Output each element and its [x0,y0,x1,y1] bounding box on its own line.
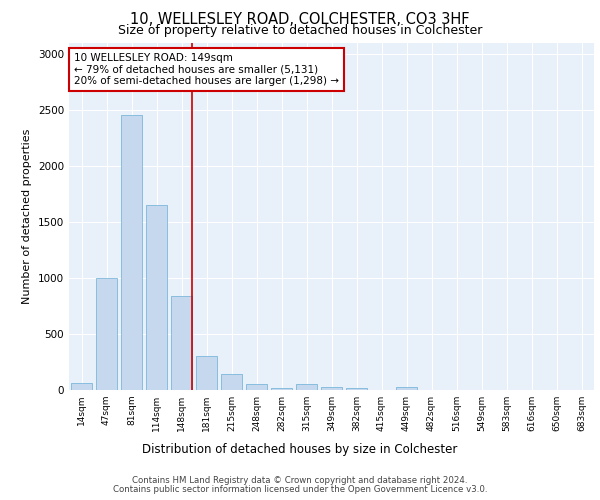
Text: Contains HM Land Registry data © Crown copyright and database right 2024.: Contains HM Land Registry data © Crown c… [132,476,468,485]
Text: Contains public sector information licensed under the Open Government Licence v3: Contains public sector information licen… [113,484,487,494]
Text: Size of property relative to detached houses in Colchester: Size of property relative to detached ho… [118,24,482,37]
Bar [296,384,317,390]
Bar [246,384,267,390]
Bar [171,296,192,390]
Text: Distribution of detached houses by size in Colchester: Distribution of detached houses by size … [142,442,458,456]
Bar [346,388,367,390]
Bar [396,386,417,390]
Bar [71,384,92,390]
Y-axis label: Number of detached properties: Number of detached properties [22,128,32,304]
Bar [271,388,292,390]
Bar [96,278,117,390]
Text: 10 WELLESLEY ROAD: 149sqm
← 79% of detached houses are smaller (5,131)
20% of se: 10 WELLESLEY ROAD: 149sqm ← 79% of detac… [74,53,339,86]
Bar [196,356,217,390]
Text: 10, WELLESLEY ROAD, COLCHESTER, CO3 3HF: 10, WELLESLEY ROAD, COLCHESTER, CO3 3HF [130,12,470,28]
Bar [321,387,342,390]
Bar [121,116,142,390]
Bar [221,374,242,390]
Bar [146,205,167,390]
